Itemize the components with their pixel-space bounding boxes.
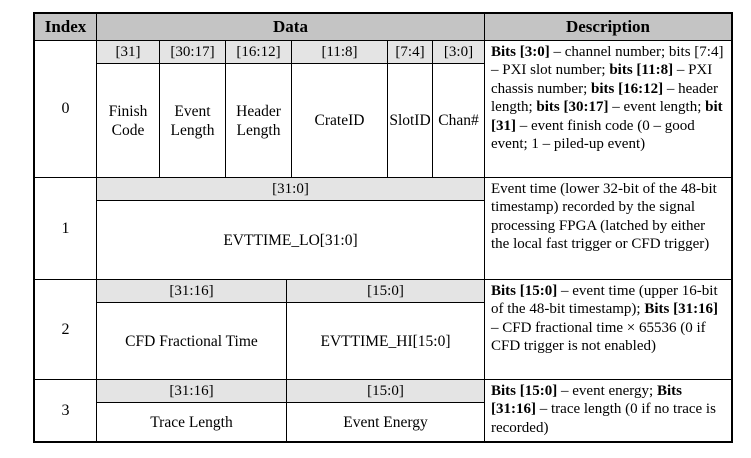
bit-range-cell: [15:0] xyxy=(367,382,404,399)
field-label-cell: EVTTIME_HI[15:0] xyxy=(320,332,451,350)
row-index-value: 1 xyxy=(35,178,97,279)
description-cell: Bits [15:0] – event time (upper 16-bit o… xyxy=(491,283,719,355)
bit-range-band: [31:16] [15:0] xyxy=(97,280,484,303)
field-label-cell: Event Energy xyxy=(343,413,428,431)
bit-range-cell: [11:8] xyxy=(292,41,388,63)
field-label-cell: EVTTIME_LO[31:0] xyxy=(223,231,358,249)
row-index-value: 0 xyxy=(35,41,97,177)
bit-range-cell: [30:17] xyxy=(160,41,226,63)
data-cell: [31:16] [15:0] Trace Length Event Energy xyxy=(97,380,485,441)
bit-range-cell: [31] xyxy=(97,41,160,63)
bit-range-band: [31:0] xyxy=(97,178,484,201)
field-label-cell: Chan# xyxy=(438,112,479,129)
table-row-2: 2 [31:16] [15:0] CFD Fractional Time EVT… xyxy=(35,280,731,380)
field-label-band: CFD Fractional Time EVTTIME_HI[15:0] xyxy=(97,303,484,379)
bit-range-cell: [15:0] xyxy=(367,282,404,299)
field-label-cell: SlotID xyxy=(388,64,433,177)
field-label-cell: CrateID xyxy=(292,64,388,177)
bit-range-cell: [7:4] xyxy=(388,41,433,63)
row-index-value: 3 xyxy=(35,380,97,441)
data-cell: [31] [30:17] [16:12] [11:8] [7:4] [3:0] … xyxy=(97,41,485,177)
bit-range-band: [31:16] [15:0] xyxy=(97,380,484,403)
row-index-value: 2 xyxy=(35,280,97,379)
column-header-data: Data xyxy=(97,14,485,40)
bit-range-cell: [31:16] xyxy=(97,280,287,302)
data-cell: [31:16] [15:0] CFD Fractional Time EVTTI… xyxy=(97,280,485,379)
field-label-cell: CFD Fractional Time xyxy=(97,303,287,379)
field-label-band: Trace Length Event Energy xyxy=(97,403,484,441)
field-label-band: Finish Code Event Length Header Length C… xyxy=(97,64,484,177)
bit-range-cell: [31:16] xyxy=(97,380,287,402)
table-row-3: 3 [31:16] [15:0] Trace Length Event Ener… xyxy=(35,380,731,441)
bit-range-cell: [16:12] xyxy=(226,41,292,63)
field-label-band: EVTTIME_LO[31:0] xyxy=(97,201,484,279)
description-cell: Bits [3:0] – channel number; bits [7:4] … xyxy=(491,44,724,153)
bit-range-band: [31] [30:17] [16:12] [11:8] [7:4] [3:0] xyxy=(97,41,484,64)
bit-range-cell: [31:0] xyxy=(272,180,309,197)
table-row-0: 0 [31] [30:17] [16:12] [11:8] [7:4] [3:0… xyxy=(35,41,731,178)
field-label-cell: Finish Code xyxy=(97,64,160,177)
column-header-index: Index xyxy=(35,14,97,40)
field-label-cell: Event Length xyxy=(160,64,226,177)
data-cell: [31:0] EVTTIME_LO[31:0] xyxy=(97,178,485,279)
field-label-cell: Trace Length xyxy=(97,403,287,441)
description-cell: Event time (lower 32-bit of the 48-bit t… xyxy=(491,181,717,253)
table-row-1: 1 [31:0] EVTTIME_LO[31:0] Event time (lo… xyxy=(35,178,731,280)
field-label-cell: Header Length xyxy=(226,64,292,177)
column-header-description: Description xyxy=(565,17,651,36)
table-header-row: Index Data Description xyxy=(35,14,731,41)
event-header-format-table: Index Data Description 0 [31] [30:17] [1… xyxy=(33,12,733,443)
bit-range-cell: [3:0] xyxy=(443,43,474,60)
description-cell: Bits [15:0] – event energy; Bits [31:16]… xyxy=(491,383,716,436)
